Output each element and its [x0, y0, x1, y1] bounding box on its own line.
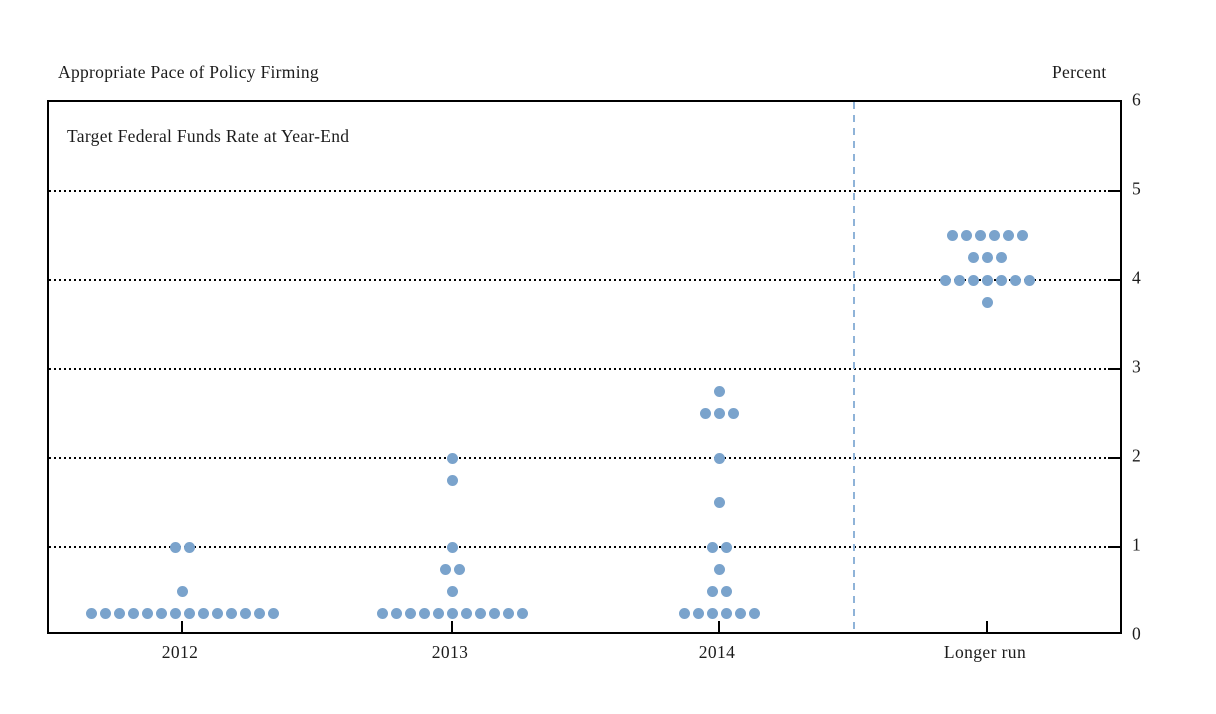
dot-2013-1 [446, 541, 458, 553]
x-tick-2012 [181, 621, 183, 632]
y-label-1: 1 [1132, 534, 1141, 555]
dot-longer-run-4 [967, 274, 979, 286]
x-tick-2013 [451, 621, 453, 632]
dot-2012-0.25 [197, 608, 209, 620]
dot-longer-run-4.25 [981, 252, 993, 264]
y-tick-4 [1108, 279, 1120, 281]
plot-inner-label: Target Federal Funds Rate at Year-End [67, 126, 350, 146]
dot-2014-1 [720, 541, 732, 553]
dot-2014-0.25 [734, 608, 746, 620]
dot-longer-run-4.5 [1002, 230, 1014, 241]
gridline-4 [49, 279, 1120, 281]
dot-2014-0.5 [720, 586, 732, 597]
dot-2012-0.5 [176, 586, 188, 597]
dot-longer-run-4 [995, 274, 1007, 286]
dot-2013-2 [446, 452, 458, 464]
dot-longer-run-4.25 [967, 252, 979, 264]
y-label-2: 2 [1132, 445, 1141, 466]
dot-2014-0.75 [713, 563, 725, 575]
y-tick-2 [1108, 457, 1120, 459]
dot-longer-run-4.25 [995, 252, 1007, 264]
dot-2013-0.75 [439, 563, 451, 575]
x-label-2014: 2014 [698, 642, 736, 662]
dot-2012-0.25 [183, 608, 195, 620]
dot-2013-0.25 [460, 608, 472, 620]
dot-2013-0.25 [488, 608, 500, 620]
dot-2013-0.25 [502, 608, 514, 620]
dot-longer-run-4.5 [1016, 230, 1028, 241]
dot-longer-run-4.5 [974, 230, 986, 241]
dot-2013-0.25 [404, 608, 416, 620]
gridline-5 [49, 190, 1120, 192]
dot-2014-0.5 [706, 586, 718, 597]
x-tick-2014 [718, 621, 720, 632]
x-label-longer-run: Longer run [943, 642, 1027, 662]
dot-2012-0.25 [267, 608, 279, 620]
dot-2014-1 [706, 541, 718, 553]
gridline-1 [49, 546, 1120, 548]
y-label-4: 4 [1132, 267, 1141, 288]
y-tick-1 [1108, 546, 1120, 548]
dot-2014-0.25 [692, 608, 704, 620]
dot-2013-0.25 [516, 608, 528, 620]
dot-2012-0.25 [239, 608, 251, 620]
dot-2014-0.25 [720, 608, 732, 620]
dot-2013-0.25 [474, 608, 486, 620]
dot-2013-0.25 [446, 608, 458, 620]
gridline-2 [49, 457, 1120, 459]
dot-longer-run-4.5 [960, 230, 972, 241]
x-label-2012: 2012 [161, 642, 199, 662]
dot-2014-2.5 [727, 408, 739, 419]
dot-2014-2.5 [699, 408, 711, 419]
y-tick-3 [1108, 368, 1120, 370]
x-label-2013: 2013 [431, 642, 469, 662]
dot-2014-0.25 [748, 608, 760, 620]
dot-longer-run-4 [981, 274, 993, 286]
dot-2012-0.25 [127, 608, 139, 620]
dot-2013-1.75 [446, 474, 458, 486]
dot-2012-0.25 [141, 608, 153, 620]
dot-2014-2.75 [713, 385, 725, 397]
dot-2012-0.25 [225, 608, 237, 620]
dot-2014-1.5 [713, 497, 725, 508]
dot-2012-1 [169, 541, 181, 553]
dot-longer-run-4 [939, 274, 951, 286]
dot-longer-run-4 [1023, 274, 1035, 286]
dot-2014-0.25 [678, 608, 690, 620]
dot-2013-0.75 [453, 563, 465, 575]
y-axis-unit-label: Percent [1052, 62, 1107, 82]
dot-2012-0.25 [113, 608, 125, 620]
dot-2013-0.25 [390, 608, 402, 620]
dot-longer-run-3.75 [981, 296, 993, 308]
dot-2014-2.5 [713, 408, 725, 419]
dot-2012-1 [183, 541, 195, 553]
dot-2014-2 [713, 452, 725, 464]
dot-2012-0.25 [99, 608, 111, 620]
y-label-0: 0 [1132, 623, 1141, 644]
plot-area: Target Federal Funds Rate at Year-End [47, 100, 1122, 634]
y-label-5: 5 [1132, 178, 1141, 199]
dot-2012-0.25 [155, 608, 167, 620]
y-label-6: 6 [1132, 89, 1141, 110]
longer-run-divider-line [853, 102, 855, 632]
dot-2012-0.25 [85, 608, 97, 620]
dot-2014-0.25 [706, 608, 718, 620]
dot-2013-0.25 [376, 608, 388, 620]
y-tick-5 [1108, 190, 1120, 192]
y-label-3: 3 [1132, 356, 1141, 377]
dot-longer-run-4.5 [946, 230, 958, 241]
gridline-3 [49, 368, 1120, 370]
dot-2013-0.25 [432, 608, 444, 620]
dot-2013-0.5 [446, 586, 458, 597]
chart-title: Appropriate Pace of Policy Firming [58, 62, 319, 82]
dot-longer-run-4 [953, 274, 965, 286]
dot-2012-0.25 [169, 608, 181, 620]
dot-longer-run-4 [1009, 274, 1021, 286]
dot-2013-0.25 [418, 608, 430, 620]
dot-2012-0.25 [211, 608, 223, 620]
dot-longer-run-4.5 [988, 230, 1000, 241]
x-tick-longer-run [986, 621, 988, 632]
dot-2012-0.25 [253, 608, 265, 620]
